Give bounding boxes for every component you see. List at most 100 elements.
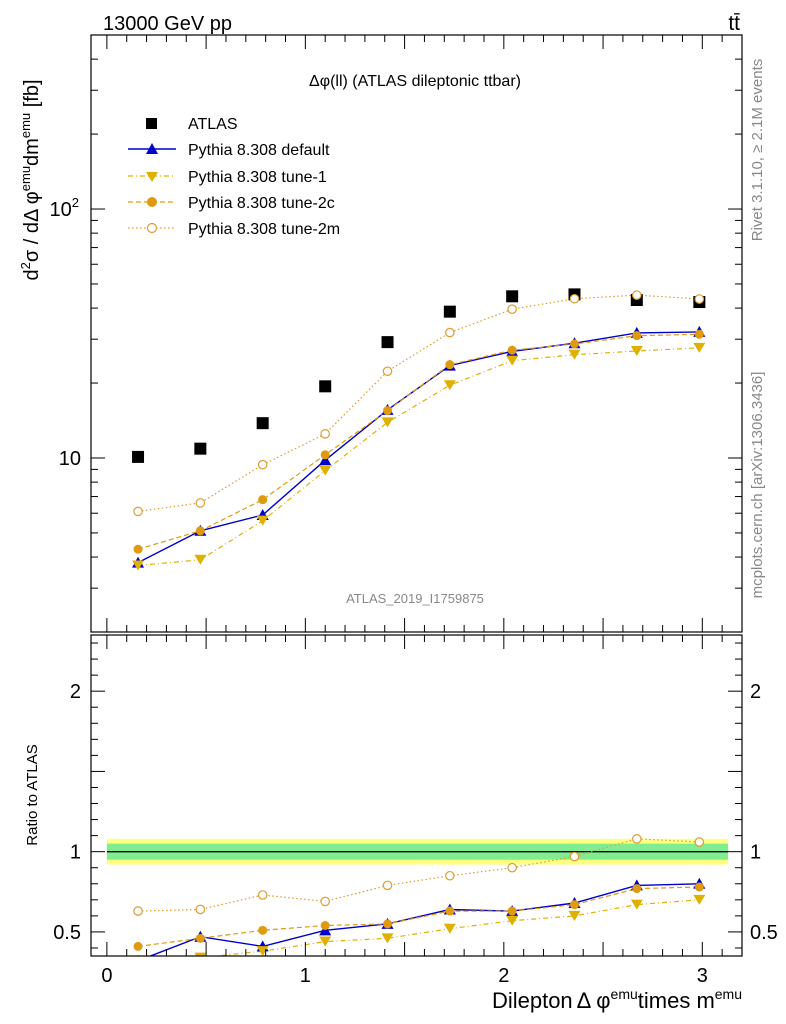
main-line-tune-2m [137,294,700,512]
ratio-point-tune-2m-1 [195,904,206,915]
ratio-point-tune-2c-3 [320,921,330,931]
legend-marker-default [146,143,158,154]
main-line-tune-1 [137,347,700,567]
main-point-tune-1-5 [443,380,456,391]
main-point-tune-2m-3 [320,429,331,439]
ratio-point-tune-2m-8 [632,834,642,844]
x-tick-label: 2 [498,965,509,987]
ratio-point-tune-2m-3 [320,896,331,907]
main-point-tune-1-9 [693,342,706,353]
main-point-tune-1-4 [381,417,394,428]
ratio-point-tune-1-1 [194,952,207,956]
main-point-atlas-2 [256,417,269,430]
main-point-atlas-0 [132,450,145,463]
ratio-point-tune-1-8 [630,899,643,910]
main-point-tune-2c-0 [133,544,143,554]
ratio-point-tune-2c-9 [694,882,704,892]
energy-label: 13000 GeV pp [103,13,232,35]
plot-title: Δφ(ll) (ATLAS dileptonic ttbar) [309,73,521,90]
main-point-tune-1-1 [194,554,207,565]
main-point-tune-2c-1 [195,526,205,536]
ratio-point-tune-2c-4 [383,919,393,929]
ratio-point-tune-2c-8 [632,884,642,894]
main-point-atlas-5 [443,305,456,318]
main-point-tune-1-0 [132,560,145,571]
x-tick-label: 0 [101,965,112,987]
ratio-frame [90,634,743,957]
ratio-point-tune-2m-7 [569,851,580,862]
ratio-point-tune-1-0 [132,959,144,969]
ratio-point-tune-1-6 [506,915,519,926]
main-point-tune-1-8 [630,345,643,356]
main-point-tune-2m-0 [133,506,143,517]
legend-item-tune-2m: Pythia 8.308 tune-2m [128,221,340,238]
ratio-line-default [148,883,700,956]
ratio-point-tune-1-7 [568,910,581,921]
main-point-atlas-4 [381,336,394,349]
main-point-atlas-3 [319,380,332,393]
ratio-point-tune-2m-5 [445,870,455,881]
ratio-point-tune-1-5 [443,923,456,934]
analysis-id: ATLAS_2019_I1759875 [346,591,484,606]
main-point-tune-2c-6 [507,345,517,355]
ratio-line-tune-1 [210,899,700,956]
legend-marker-tune-2m [146,222,158,234]
ratio-point-tune-1-9 [693,894,706,905]
ratio-y-axis-label: Ratio to ATLAS [24,744,41,845]
main-line-tune-2c [137,333,700,550]
legend-item-atlas: ATLAS [146,116,238,133]
main-frame [90,34,743,633]
main-point-tune-2m-5 [445,327,455,338]
main-point-tune-2c-3 [320,450,330,460]
main-point-tune-2m-2 [257,459,268,470]
legend-item-tune-1: Pythia 8.308 tune-1 [128,169,327,186]
ratio-series-group [132,834,706,969]
main-point-default-3 [319,454,332,466]
main-point-tune-1-2 [256,515,269,526]
main-point-tune-2c-7 [569,339,579,349]
ratio-line-tune-2m [137,838,700,912]
ratio-point-tune-2c-0 [133,941,143,951]
rivet-label: Rivet 3.1.10, ≥ 2.1M events [749,59,766,242]
ratio-point-tune-2m-2 [257,890,268,900]
ratio-point-tune-2m-9 [694,837,705,847]
legend-label-tune-2m: Pythia 8.308 tune-2m [188,221,340,238]
main-point-tune-1-6 [506,355,519,366]
legend-marker-tune-2c [147,197,157,207]
legend-marker-tune-1 [146,172,158,182]
ratio-point-tune-1-3 [319,936,332,947]
main-line-default [137,331,700,564]
process-label: tt̄ [728,12,740,35]
legend-label-tune-1: Pythia 8.308 tune-1 [188,169,327,186]
ratio-y-tick-label-left: 0.5 [53,922,81,944]
main-point-tune-1-3 [319,465,332,476]
main-point-tune-2c-5 [445,360,455,370]
ratio-point-tune-2c-2 [258,925,268,935]
legend-label-atlas: ATLAS [188,116,238,133]
main-panel: 10 102 Δφ(ll) (ATLAS dileptonic ttbar) AT… [50,34,743,633]
main-point-tune-1-7 [568,349,581,360]
main-point-tune-2c-9 [694,329,704,339]
ratio-point-tune-2m-4 [382,880,393,891]
main-y-tick-label: 10 [59,448,81,470]
ratio-y-tick-label-right: 2 [750,681,761,703]
legend: ATLAS Pythia 8.308 default Pythia 8.308 … [128,116,340,238]
legend-label-tune-2c: Pythia 8.308 tune-2c [188,195,335,212]
ratio-point-tune-2c-7 [569,900,579,910]
legend-item-tune-2c: Pythia 8.308 tune-2c [128,195,335,212]
ratio-point-tune-2c-1 [195,933,205,943]
main-point-tune-2m-4 [382,366,393,377]
x-axis-label: Dilepton Δ φemutimes memu [492,986,742,1013]
ratio-point-tune-2c-6 [507,906,517,916]
ratio-line-tune-2c [137,886,700,947]
main-point-tune-2c-2 [258,495,268,505]
x-tick-label: 1 [300,965,311,987]
x-tick-label: 3 [697,965,708,987]
ratio-y-tick-label-right: 0.5 [750,922,778,944]
main-point-tune-2m-1 [195,498,206,508]
ratio-y-tick-label-left: 1 [70,842,81,864]
main-point-tune-2m-9 [694,294,705,304]
ratio-y-tick-label-right: 1 [750,842,761,864]
ratio-point-tune-1-4 [381,933,394,944]
